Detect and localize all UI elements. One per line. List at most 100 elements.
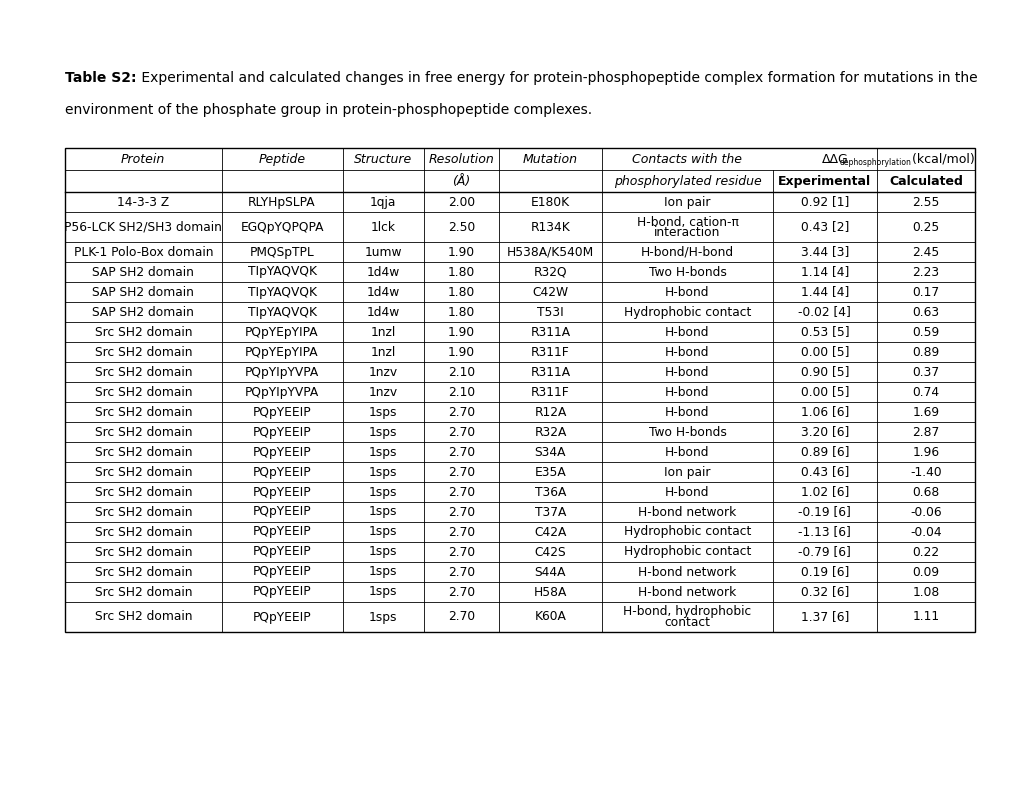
Text: H-bond: H-bond — [664, 345, 709, 359]
Text: Src SH2 domain: Src SH2 domain — [95, 611, 192, 623]
Text: 1.08: 1.08 — [911, 585, 938, 599]
Text: 2.70: 2.70 — [447, 545, 475, 559]
Text: 1sps: 1sps — [369, 445, 397, 459]
Text: -1.40: -1.40 — [909, 466, 941, 478]
Text: C42A: C42A — [534, 526, 567, 538]
Text: PQpYIpYVPA: PQpYIpYVPA — [245, 385, 319, 399]
Text: PQpYEEIP: PQpYEEIP — [253, 406, 311, 418]
Text: 1sps: 1sps — [369, 566, 397, 578]
Text: R134K: R134K — [530, 221, 570, 233]
Text: Hydrophobic contact: Hydrophobic contact — [624, 526, 750, 538]
Text: -0.04: -0.04 — [909, 526, 941, 538]
Text: ΔΔG: ΔΔG — [821, 153, 848, 165]
Text: R32A: R32A — [534, 426, 567, 438]
Text: 1.14 [4]: 1.14 [4] — [800, 266, 848, 278]
Text: PQpYEEIP: PQpYEEIP — [253, 566, 311, 578]
Text: 2.50: 2.50 — [447, 221, 475, 233]
Text: R311F: R311F — [531, 345, 570, 359]
Text: 0.00 [5]: 0.00 [5] — [800, 385, 848, 399]
Text: C42W: C42W — [532, 285, 568, 299]
Text: 2.87: 2.87 — [911, 426, 938, 438]
Text: 2.70: 2.70 — [447, 505, 475, 519]
Text: 2.45: 2.45 — [911, 246, 938, 258]
Text: S44A: S44A — [534, 566, 566, 578]
Text: Two H-bonds: Two H-bonds — [648, 426, 726, 438]
Text: 2.70: 2.70 — [447, 566, 475, 578]
Text: SAP SH2 domain: SAP SH2 domain — [93, 285, 194, 299]
Text: 1d4w: 1d4w — [366, 306, 399, 318]
Text: 1sps: 1sps — [369, 545, 397, 559]
Text: TIpYAQVQK: TIpYAQVQK — [248, 285, 316, 299]
Text: 1nzv: 1nzv — [368, 366, 397, 378]
Text: H-bond: H-bond — [664, 485, 709, 499]
Text: 0.43 [6]: 0.43 [6] — [800, 466, 848, 478]
Text: Experimental and calculated changes in free energy for protein-phosphopeptide co: Experimental and calculated changes in f… — [137, 71, 976, 85]
Text: 2.70: 2.70 — [447, 585, 475, 599]
Text: 1.11: 1.11 — [911, 611, 938, 623]
Text: Protein: Protein — [121, 153, 165, 165]
Text: R32Q: R32Q — [533, 266, 567, 278]
Text: E35A: E35A — [534, 466, 566, 478]
Text: 0.32 [6]: 0.32 [6] — [800, 585, 848, 599]
Text: Calculated: Calculated — [888, 174, 962, 188]
Text: PQpYEEIP: PQpYEEIP — [253, 466, 311, 478]
Text: phosphorylated residue: phosphorylated residue — [613, 174, 760, 188]
Text: E180K: E180K — [531, 195, 570, 209]
Text: 2.70: 2.70 — [447, 406, 475, 418]
Text: RLYHpSLPA: RLYHpSLPA — [248, 195, 316, 209]
Text: Src SH2 domain: Src SH2 domain — [95, 545, 192, 559]
Text: -0.06: -0.06 — [909, 505, 941, 519]
Text: PQpYEEIP: PQpYEEIP — [253, 585, 311, 599]
Text: SAP SH2 domain: SAP SH2 domain — [93, 266, 194, 278]
Text: T53I: T53I — [537, 306, 564, 318]
Text: TIpYAQVQK: TIpYAQVQK — [248, 266, 316, 278]
Text: H-bond, cation-π: H-bond, cation-π — [636, 215, 738, 229]
Text: R12A: R12A — [534, 406, 567, 418]
Text: interaction: interaction — [653, 225, 719, 239]
Text: -0.79 [6]: -0.79 [6] — [798, 545, 851, 559]
Text: H58A: H58A — [533, 585, 567, 599]
Text: 0.59: 0.59 — [911, 325, 938, 339]
Text: H-bond network: H-bond network — [638, 585, 736, 599]
Text: Contacts with the: Contacts with the — [632, 153, 742, 165]
Text: 2.10: 2.10 — [447, 366, 475, 378]
Text: H-bond: H-bond — [664, 325, 709, 339]
Text: 1.96: 1.96 — [911, 445, 938, 459]
Text: -0.02 [4]: -0.02 [4] — [798, 306, 851, 318]
Text: R311A: R311A — [530, 366, 570, 378]
Text: 0.37: 0.37 — [911, 366, 938, 378]
Text: Src SH2 domain: Src SH2 domain — [95, 385, 192, 399]
Text: H-bond network: H-bond network — [638, 505, 736, 519]
Text: 1.80: 1.80 — [447, 266, 475, 278]
Text: 0.17: 0.17 — [911, 285, 938, 299]
Text: S34A: S34A — [534, 445, 566, 459]
Text: Src SH2 domain: Src SH2 domain — [95, 466, 192, 478]
Text: Resolution: Resolution — [428, 153, 493, 165]
Text: 1sps: 1sps — [369, 485, 397, 499]
Text: Src SH2 domain: Src SH2 domain — [95, 485, 192, 499]
Text: 1.44 [4]: 1.44 [4] — [800, 285, 848, 299]
Text: Experimental: Experimental — [777, 174, 870, 188]
Text: 0.00 [5]: 0.00 [5] — [800, 345, 848, 359]
Text: 0.92 [1]: 0.92 [1] — [800, 195, 848, 209]
Text: R311A: R311A — [530, 325, 570, 339]
Text: 1sps: 1sps — [369, 505, 397, 519]
Text: PQpYEEIP: PQpYEEIP — [253, 426, 311, 438]
Text: 2.70: 2.70 — [447, 526, 475, 538]
Text: 0.25: 0.25 — [911, 221, 938, 233]
Text: Src SH2 domain: Src SH2 domain — [95, 505, 192, 519]
Text: P56-LCK SH2/SH3 domain: P56-LCK SH2/SH3 domain — [64, 221, 222, 233]
Text: 1sps: 1sps — [369, 585, 397, 599]
Text: -1.13 [6]: -1.13 [6] — [798, 526, 851, 538]
Text: Structure: Structure — [354, 153, 412, 165]
Text: H-bond network: H-bond network — [638, 566, 736, 578]
Text: 0.22: 0.22 — [911, 545, 938, 559]
Text: 0.19 [6]: 0.19 [6] — [800, 566, 848, 578]
Text: 1nzl: 1nzl — [370, 325, 395, 339]
Text: 1umw: 1umw — [364, 246, 401, 258]
Text: PQpYEEIP: PQpYEEIP — [253, 545, 311, 559]
Text: 1sps: 1sps — [369, 611, 397, 623]
Text: 1.02 [6]: 1.02 [6] — [800, 485, 848, 499]
Text: Ion pair: Ion pair — [663, 466, 710, 478]
Text: H-bond: H-bond — [664, 406, 709, 418]
